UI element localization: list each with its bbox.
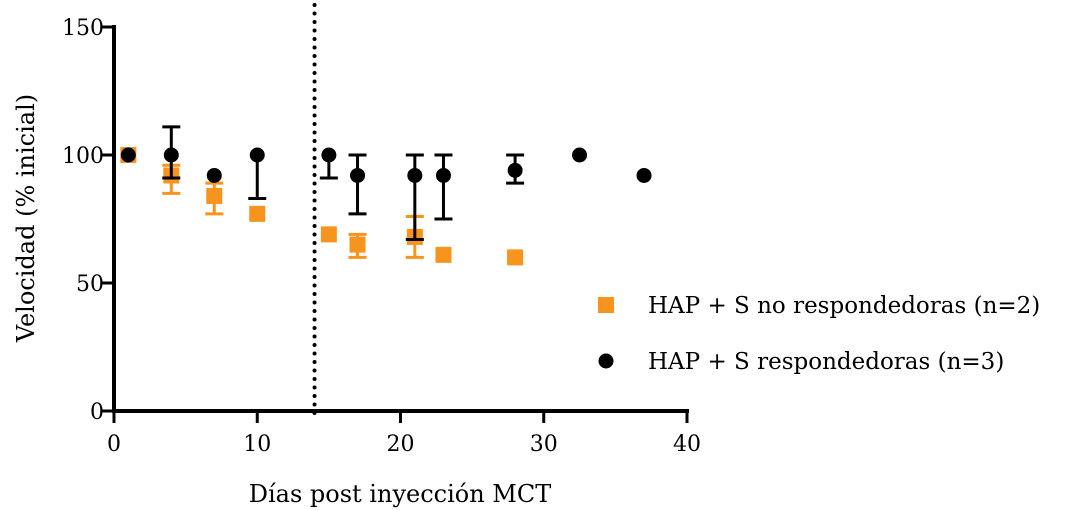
- axes: 0 50 100 150 0 10 20 30 40: [62, 16, 701, 457]
- y-tick-label: 50: [76, 272, 104, 297]
- data-point-circle: [206, 167, 222, 183]
- x-tick-label: 10: [243, 432, 271, 457]
- data-point-square: [206, 187, 223, 204]
- y-tick-label: 0: [90, 400, 104, 425]
- data-point-square: [320, 226, 337, 243]
- legend-marker-circle: [598, 353, 614, 369]
- x-tick-label: 20: [387, 432, 415, 457]
- legend: HAP + S no respondedoras (n=2) HAP + S re…: [598, 293, 1040, 375]
- data-point-circle: [321, 147, 337, 163]
- x-tick-label: 0: [107, 432, 121, 457]
- data-point-circle: [507, 162, 523, 178]
- legend-marker-square: [598, 297, 614, 313]
- data-point-circle: [435, 167, 451, 183]
- x-tick-label: 30: [530, 432, 558, 457]
- data-point-circle: [163, 147, 179, 163]
- data-point-square: [507, 249, 524, 266]
- data-point-square: [349, 236, 366, 253]
- data-point-square: [435, 246, 452, 263]
- data-point-circle: [636, 167, 652, 183]
- y-axis-title: Velocidad (% inicial): [12, 94, 40, 343]
- y-tick-label: 150: [62, 16, 104, 41]
- x-axis-title: Días post inyección MCT: [249, 480, 552, 508]
- data-marks: [120, 125, 652, 266]
- x-tick-label: 40: [673, 432, 701, 457]
- y-tick-label: 100: [62, 144, 104, 169]
- data-point-circle: [120, 147, 136, 163]
- data-point-square: [249, 205, 266, 222]
- data-point-circle: [407, 167, 423, 183]
- data-point-circle: [350, 167, 366, 183]
- legend-label: HAP + S respondedoras (n=3): [648, 349, 1004, 375]
- legend-label: HAP + S no respondedoras (n=2): [648, 293, 1040, 319]
- data-point-circle: [249, 147, 265, 163]
- data-point-circle: [572, 147, 588, 163]
